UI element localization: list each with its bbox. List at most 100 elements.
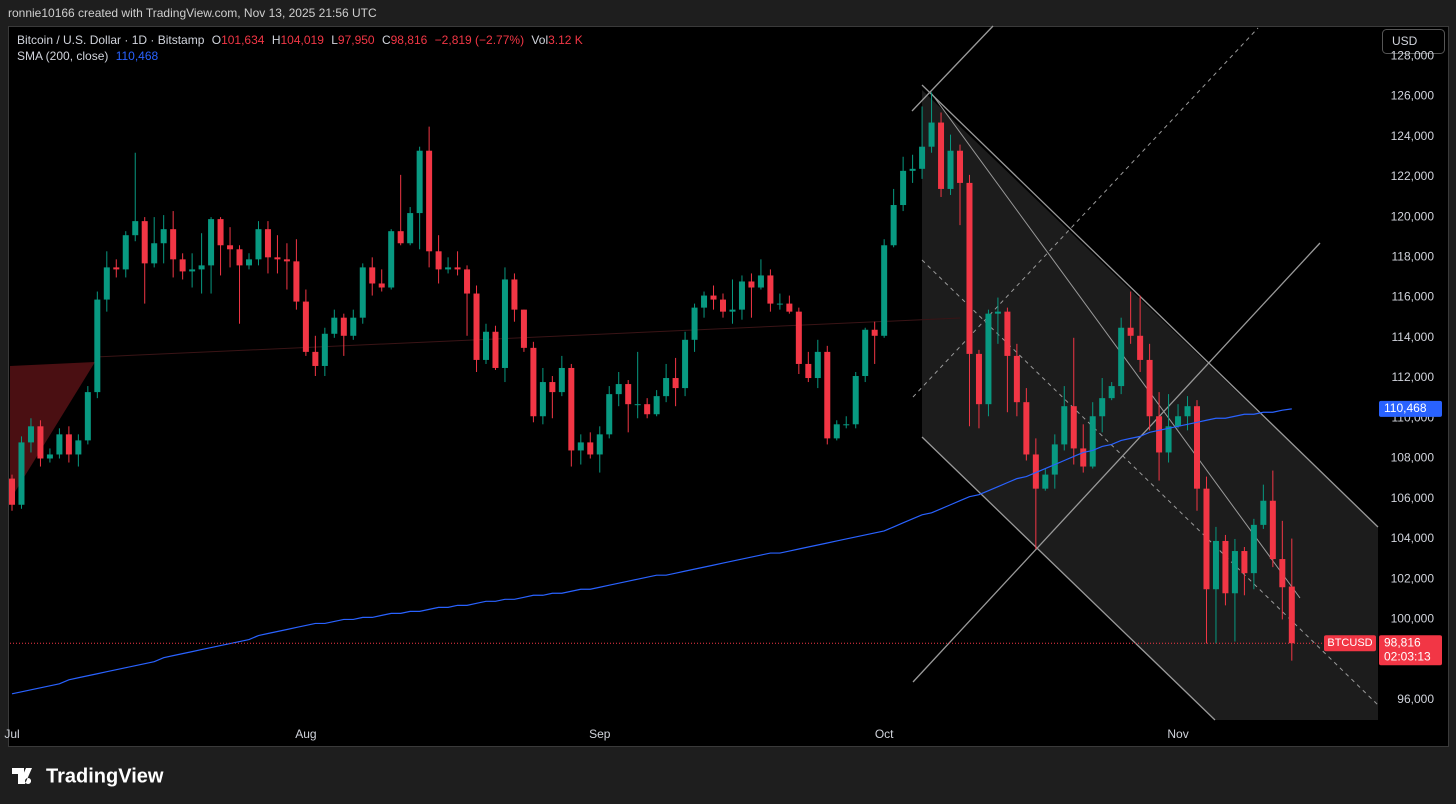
candle-body (179, 259, 186, 272)
candle-body (824, 351, 831, 439)
y-tick-label: 104,000 (1391, 531, 1435, 545)
y-tick-label: 122,000 (1391, 169, 1435, 183)
candle-body (397, 231, 404, 244)
candle-body (843, 424, 850, 426)
candle-body (1042, 474, 1049, 489)
candle-body (1269, 500, 1276, 560)
candle-body (492, 331, 499, 368)
candle-body (1137, 335, 1144, 360)
candle-body (1184, 406, 1191, 417)
y-tick-label: 124,000 (1391, 129, 1435, 143)
median-line (931, 93, 1301, 599)
candle-body (1212, 540, 1219, 590)
currency-label[interactable]: USD (1392, 34, 1418, 48)
candle-body (957, 150, 963, 183)
candle-body (426, 150, 433, 252)
candle-body (378, 283, 385, 288)
legend-value: 98,816 (391, 33, 428, 47)
candle-body (701, 295, 708, 308)
y-tick-label: 116,000 (1392, 290, 1435, 304)
candle-body (1260, 500, 1267, 525)
legend-label: SMA (200, close) (17, 49, 108, 63)
legend: Bitcoin / U.S. Dollar · 1D · Bitstamp O1… (17, 33, 583, 47)
candle-body (558, 367, 565, 393)
legend-label: C (382, 33, 391, 47)
candle-body (293, 261, 300, 302)
candle-body (340, 317, 347, 336)
currency-button[interactable] (1382, 29, 1445, 54)
candle-body (871, 329, 878, 336)
candle-body (407, 213, 414, 244)
candle-body (994, 311, 1001, 314)
y-tick-label: 102,000 (1391, 571, 1435, 585)
candle-body (1070, 406, 1077, 449)
plot (9, 92, 1295, 695)
candle-body (1013, 355, 1020, 403)
candle-body (189, 269, 196, 272)
candle-body (1165, 426, 1172, 453)
candle-body (786, 303, 793, 312)
sma-tag: 110,468 (1384, 401, 1427, 415)
legend-sma: SMA (200, close) 110,468 (17, 49, 159, 63)
candle-body (672, 378, 679, 389)
candle-body (767, 275, 774, 304)
legend-value: 104,019 (280, 33, 324, 47)
fan-line (912, 242, 1321, 683)
countdown: 02:03:13 (1384, 649, 1431, 663)
candle-body (331, 317, 338, 334)
candle-body (388, 231, 395, 288)
candle-body (198, 265, 205, 270)
candle-body (1231, 551, 1238, 594)
candle-body (1108, 386, 1115, 399)
candle-body (264, 229, 271, 258)
legend-value: 101,634 (221, 33, 265, 47)
candle-body (1032, 454, 1039, 489)
candle-body (938, 122, 945, 189)
candle-body (18, 442, 25, 505)
legend-value: 97,950 (338, 33, 375, 47)
candle-body (966, 182, 973, 354)
candle-body (160, 229, 167, 244)
candle-body (975, 353, 982, 405)
candle-body (606, 394, 613, 435)
candle-body (805, 363, 812, 379)
candle-body (350, 317, 357, 336)
candle-body (208, 219, 215, 266)
candle-body (141, 221, 148, 264)
candle-body (862, 329, 869, 377)
candle-body (1156, 416, 1163, 453)
candle-body (27, 426, 34, 443)
candle-body (511, 279, 518, 310)
candle-body (919, 146, 926, 169)
candle-body (644, 404, 651, 415)
candle-body (274, 257, 281, 260)
candle-body (634, 404, 641, 406)
candle-body (445, 267, 452, 270)
last-price-box (1379, 635, 1442, 666)
y-tick-label: 126,000 (1391, 89, 1435, 103)
candle-body (170, 229, 177, 260)
candle-body (814, 351, 821, 379)
candle-body (483, 331, 489, 360)
candle-body (94, 299, 101, 393)
candle-body (435, 251, 442, 270)
legend-value: 3.12 K (548, 33, 583, 47)
trend-line (94, 317, 961, 358)
candle-body (75, 440, 82, 455)
symbol-tag-box (1324, 635, 1376, 652)
footer: TradingView (12, 765, 164, 787)
candle-body (56, 434, 63, 455)
y-tick-label: 118,000 (1392, 250, 1435, 264)
candle-body (947, 150, 954, 189)
symbol-tag: BTCUSD (1327, 637, 1372, 649)
fan-line (911, 25, 994, 112)
candle-body (65, 434, 72, 455)
brand: TradingView (46, 765, 164, 787)
candle-body (454, 267, 461, 270)
legend-symbol: Bitcoin / U.S. Dollar · 1D · Bitstamp (17, 33, 205, 47)
x-tick-label: Oct (875, 727, 894, 741)
candle-body (587, 442, 594, 455)
candle-body (236, 249, 243, 266)
candle-body (539, 382, 546, 417)
